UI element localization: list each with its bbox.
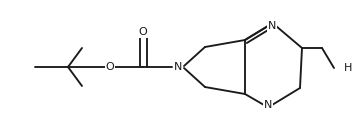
Text: HO: HO bbox=[344, 63, 352, 73]
Text: N: N bbox=[264, 100, 272, 110]
Text: O: O bbox=[139, 27, 147, 37]
Text: N: N bbox=[174, 62, 182, 72]
Text: N: N bbox=[268, 21, 276, 31]
Text: O: O bbox=[106, 62, 114, 72]
